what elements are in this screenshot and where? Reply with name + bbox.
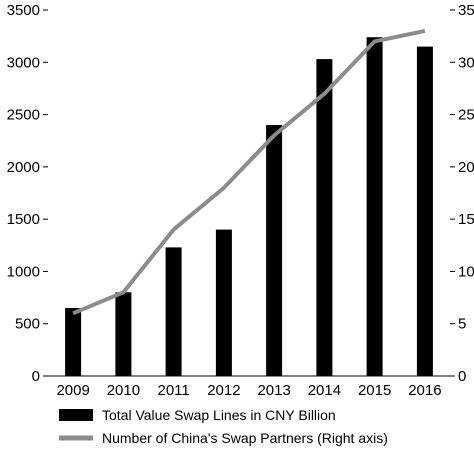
right-axis-tick-label: 0 [458, 368, 466, 385]
bar-2012 [215, 229, 232, 376]
bar-2015 [366, 37, 383, 376]
x-axis-tick-label: 2015 [358, 382, 391, 399]
x-axis-tick-label: 2013 [257, 382, 290, 399]
right-axis-tick-label: 30 [458, 54, 474, 71]
legend: Total Value Swap Lines in CNY Billion Nu… [59, 407, 388, 446]
left-axis: 0 500 1000 1500 2000 2500 3000 3500 [7, 2, 48, 385]
bar-2011 [165, 247, 182, 376]
left-axis-tick-label: 2500 [7, 107, 40, 124]
right-axis-tick-label: 35 [458, 2, 474, 19]
left-axis-tick-label: 3000 [7, 54, 40, 71]
left-axis-tick-label: 0 [32, 368, 40, 385]
line-series [72, 28, 426, 316]
bar-2013 [266, 125, 283, 376]
left-axis-tick-label: 2000 [7, 159, 40, 176]
x-axis: 2009 2010 2011 2012 2013 2014 2015 2016 [48, 375, 450, 399]
x-axis-tick-label: 2014 [308, 382, 341, 399]
right-axis-tick-label: 25 [458, 107, 474, 124]
bar-2014 [316, 59, 333, 376]
bar-series [65, 37, 433, 376]
right-axis-tick-label: 5 [458, 316, 466, 333]
legend-swatch-bar [59, 409, 93, 421]
left-axis-tick-label: 3500 [7, 2, 40, 19]
left-axis-tick-label: 1500 [7, 211, 40, 228]
right-axis-tick-label: 15 [458, 211, 474, 228]
x-axis-tick-label: 2009 [56, 382, 89, 399]
right-axis-tick-label: 20 [458, 159, 474, 176]
bar-2010 [115, 292, 132, 376]
x-axis-tick-label: 2010 [107, 382, 140, 399]
bar-2009 [65, 308, 82, 376]
x-axis-tick-label: 2011 [157, 382, 189, 399]
right-axis-tick-label: 10 [458, 263, 474, 280]
x-axis-tick-label: 2016 [408, 382, 441, 399]
left-axis-tick-label: 1000 [7, 263, 40, 280]
legend-label-line: Number of China's Swap Partners (Right a… [102, 430, 388, 446]
left-axis-tick-label: 500 [15, 316, 40, 333]
line-series-path [72, 28, 426, 316]
right-axis: 0 5 10 15 20 25 30 35 [450, 2, 474, 385]
x-axis-tick-label: 2012 [207, 382, 240, 399]
bar-2016 [416, 46, 433, 376]
legend-label-bar: Total Value Swap Lines in CNY Billion [102, 407, 336, 423]
